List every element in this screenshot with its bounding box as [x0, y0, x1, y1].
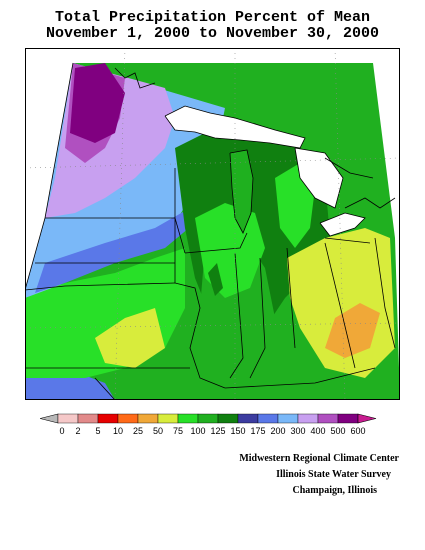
legend-swatch: [237, 413, 259, 424]
legend-tick-label: 0: [59, 426, 64, 436]
legend-tick-label: 300: [290, 426, 305, 436]
region-blue-stripe: [35, 208, 195, 293]
legend-swatch: [217, 413, 239, 424]
map-title-line1: Total Precipitation Percent of Mean: [54, 9, 371, 26]
region-yellow-green-south-west: [95, 308, 165, 368]
region-dark-green-il-spot: [208, 263, 223, 296]
credit-line2: Illinois State Water Survey: [276, 469, 391, 480]
legend-tick-label: 400: [310, 426, 325, 436]
map-title-line2: November 1, 2000 to November 30, 2000: [45, 25, 380, 42]
legend-swatch: [257, 413, 279, 424]
legend-tick-label: 10: [113, 426, 123, 436]
legend-tick-label: 600: [350, 426, 365, 436]
legend-swatch: [137, 413, 159, 424]
legend-tick-label: 50: [153, 426, 163, 436]
legend-swatch: [277, 413, 299, 424]
legend-swatch: [97, 413, 119, 424]
legend-tick-label: 25: [133, 426, 143, 436]
legend-tick-label: 175: [250, 426, 265, 436]
lake-huron: [295, 148, 343, 208]
legend-swatch: [337, 413, 359, 424]
legend-tick-label: 5: [95, 426, 100, 436]
legend-tick-label: 75: [173, 426, 183, 436]
legend-swatch: [157, 413, 179, 424]
legend-tick-label: 100: [190, 426, 205, 436]
legend-arrow-right: [357, 413, 377, 424]
lake-michigan: [230, 150, 253, 233]
region-nw-dark-purple: [70, 63, 125, 143]
legend-tick-label: 125: [210, 426, 225, 436]
lake-superior: [165, 106, 305, 148]
legend-swatch: [77, 413, 99, 424]
legend-arrow-left: [40, 413, 59, 424]
legend-swatch: [317, 413, 339, 424]
legend-swatch: [117, 413, 139, 424]
legend-tick-label: 2: [75, 426, 80, 436]
precipitation-map: [25, 48, 400, 400]
region-orange-ohio: [325, 303, 380, 358]
legend-tick-label: 150: [230, 426, 245, 436]
legend-tick-label: 200: [270, 426, 285, 436]
legend-tick-label: 500: [330, 426, 345, 436]
credit-line3: Champaign, Illinois: [292, 485, 377, 496]
legend-color-bar: 0 2 5 10 25 50 75 100 125 150 175 200 300 400 500 600: [40, 413, 377, 436]
legend-swatch: [297, 413, 319, 424]
credit-line1: Midwestern Regional Climate Center: [239, 453, 399, 464]
legend-swatch: [57, 413, 79, 424]
legend-swatch: [197, 413, 219, 424]
legend-swatch: [177, 413, 199, 424]
